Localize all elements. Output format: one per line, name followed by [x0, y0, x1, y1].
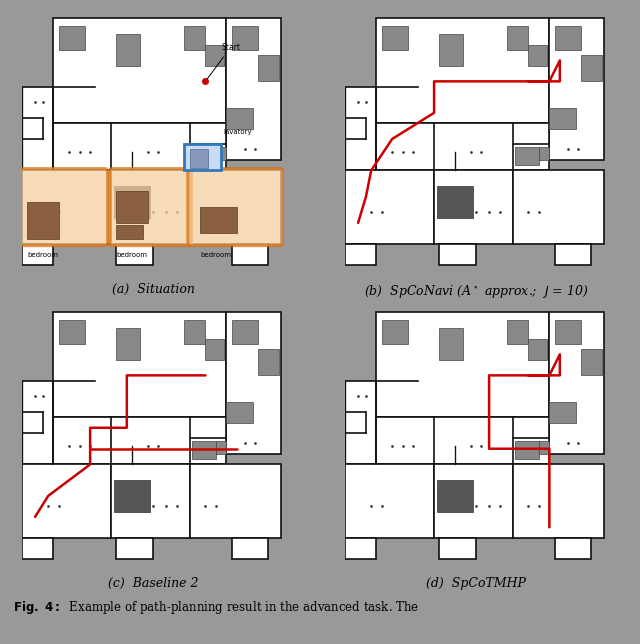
Bar — [22, 381, 54, 464]
Bar — [28, 202, 59, 238]
Bar — [555, 538, 591, 559]
Bar — [189, 464, 282, 538]
Text: bedroom: bedroom — [200, 252, 231, 258]
Bar — [189, 149, 208, 168]
Bar — [529, 44, 547, 66]
Bar — [22, 244, 54, 265]
Bar — [232, 538, 268, 559]
Text: (c)  Baseline 2: (c) Baseline 2 — [108, 577, 198, 590]
Bar — [22, 86, 54, 171]
Bar — [227, 19, 282, 160]
Bar — [508, 320, 529, 344]
Bar — [549, 19, 604, 160]
Bar — [54, 417, 227, 464]
Bar — [376, 417, 549, 464]
Bar — [216, 147, 227, 160]
Bar — [555, 320, 581, 344]
Bar — [111, 171, 189, 244]
Bar — [508, 26, 529, 50]
Bar — [581, 349, 602, 375]
Bar — [216, 441, 227, 454]
Bar — [227, 108, 253, 129]
Bar — [116, 538, 153, 559]
Text: bedroom: bedroom — [116, 252, 147, 258]
Bar — [232, 244, 268, 265]
Bar — [345, 171, 434, 244]
Bar — [232, 26, 258, 50]
Bar — [258, 349, 279, 375]
Bar — [436, 186, 474, 218]
Bar — [116, 225, 143, 238]
Text: (b)  SpCoNavi (A$^\star$ approx.;  $J$ = 10): (b) SpCoNavi (A$^\star$ approx.; $J$ = 1… — [364, 283, 588, 300]
Bar — [22, 538, 54, 559]
Bar — [114, 186, 150, 218]
Bar — [54, 123, 227, 171]
Bar — [345, 86, 376, 171]
Bar — [436, 480, 474, 511]
Bar — [184, 26, 205, 50]
Bar — [515, 147, 539, 166]
Bar — [515, 441, 539, 459]
Text: Start: Start — [207, 43, 240, 79]
Bar — [189, 171, 282, 244]
Bar — [227, 402, 253, 422]
Text: (a)  Situation: (a) Situation — [111, 283, 195, 296]
Bar — [439, 538, 476, 559]
Bar — [184, 144, 221, 171]
Bar — [434, 464, 513, 538]
Bar — [116, 191, 148, 223]
Bar — [54, 312, 227, 417]
Bar — [116, 328, 140, 359]
Bar — [345, 464, 434, 538]
Bar — [116, 244, 153, 265]
Bar — [227, 312, 282, 454]
Bar — [581, 55, 602, 81]
Bar — [549, 312, 604, 454]
Bar — [22, 171, 111, 244]
FancyBboxPatch shape — [188, 169, 284, 245]
FancyBboxPatch shape — [109, 169, 191, 245]
Bar — [439, 244, 476, 265]
Bar — [205, 339, 224, 359]
Bar — [513, 464, 604, 538]
Bar — [345, 244, 376, 265]
Bar — [22, 464, 111, 538]
Bar — [192, 441, 216, 459]
Bar — [54, 19, 227, 123]
Bar — [549, 402, 575, 422]
Bar — [192, 147, 216, 166]
Bar — [345, 381, 376, 464]
Text: lavatory: lavatory — [224, 129, 252, 135]
Bar — [200, 207, 237, 233]
Bar — [116, 34, 140, 66]
Bar — [345, 538, 376, 559]
Bar — [205, 44, 224, 66]
Bar — [376, 312, 549, 417]
Bar — [184, 320, 205, 344]
Bar — [376, 19, 549, 123]
Bar — [539, 441, 549, 454]
Bar — [549, 108, 575, 129]
Bar — [376, 123, 549, 171]
Text: $\mathbf{Fig.\ 4:}$  Example of path-planning result in the advanced task. The: $\mathbf{Fig.\ 4:}$ Example of path-plan… — [13, 600, 419, 616]
Bar — [439, 328, 463, 359]
Text: bedroom: bedroom — [28, 252, 58, 258]
Bar — [114, 480, 150, 511]
Bar — [381, 26, 408, 50]
Bar — [555, 26, 581, 50]
Bar — [381, 320, 408, 344]
Bar — [539, 147, 549, 160]
Bar — [513, 171, 604, 244]
Bar — [434, 171, 513, 244]
FancyBboxPatch shape — [20, 169, 108, 245]
Text: (d)  SpCoTMHP: (d) SpCoTMHP — [426, 577, 526, 590]
Bar — [439, 34, 463, 66]
Bar — [232, 320, 258, 344]
Bar — [258, 55, 279, 81]
Bar — [59, 26, 85, 50]
Bar — [529, 339, 547, 359]
Bar — [111, 464, 189, 538]
Bar — [59, 320, 85, 344]
Bar — [555, 244, 591, 265]
